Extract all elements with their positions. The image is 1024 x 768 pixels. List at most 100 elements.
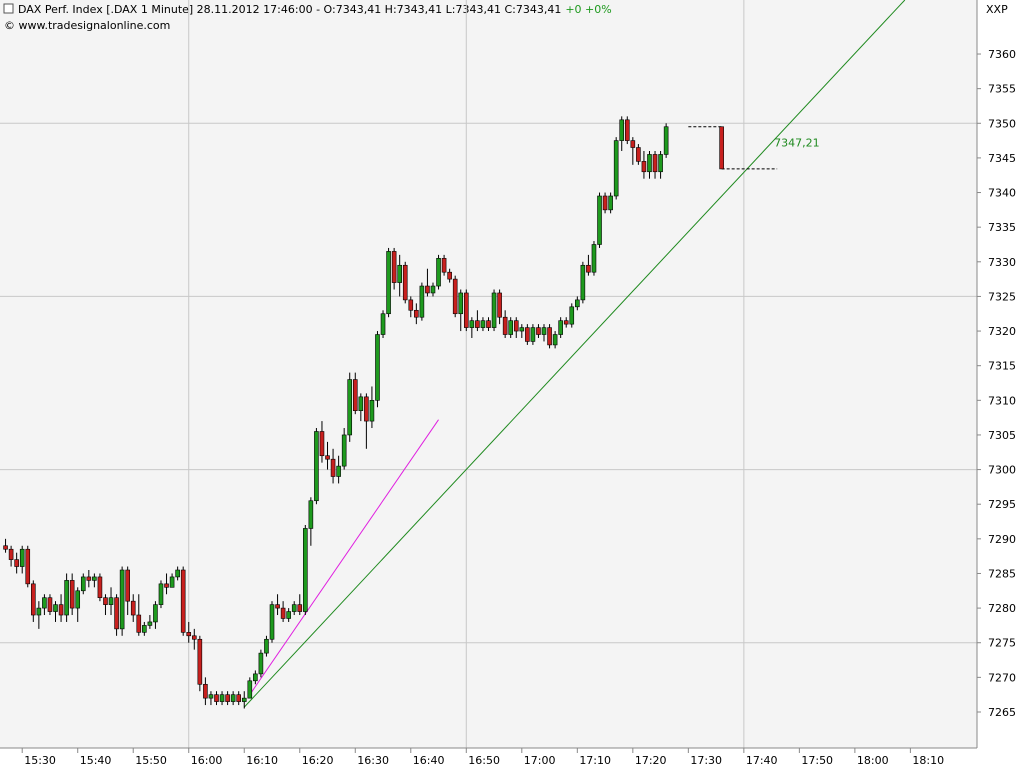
candle-body — [236, 694, 241, 702]
candle-body — [280, 607, 286, 619]
candle-body — [230, 694, 236, 702]
candle-body — [647, 154, 652, 173]
x-tick-label: 16:40 — [413, 754, 445, 767]
x-tick-label: 18:10 — [912, 754, 944, 767]
candle-body — [658, 154, 663, 173]
candle-body — [92, 576, 97, 581]
candle-body — [447, 271, 452, 280]
candle-body — [463, 292, 469, 328]
candle-body — [53, 604, 58, 612]
candle-body — [641, 161, 647, 173]
candle-body — [19, 548, 25, 567]
candle-body — [552, 334, 558, 346]
candle-body — [480, 320, 486, 328]
candle-body — [330, 458, 336, 477]
candle-body — [597, 195, 602, 245]
candle-body — [508, 320, 514, 335]
candle-body — [191, 635, 197, 640]
candle-body — [369, 400, 375, 422]
candle-body — [563, 320, 569, 325]
x-tick-label: 17:30 — [690, 754, 722, 767]
candle-body — [530, 327, 536, 342]
y-tick-label: 7335 — [988, 221, 1016, 234]
candle-body — [253, 673, 258, 682]
candle-body — [125, 569, 130, 602]
y-tick-label: 7300 — [988, 464, 1016, 477]
candle-body — [541, 327, 547, 335]
candle-body — [47, 597, 53, 612]
candle-body — [652, 154, 658, 173]
candle-body — [186, 632, 192, 637]
x-tick-label: 16:30 — [357, 754, 389, 767]
plot-area — [0, 0, 977, 748]
x-tick-label: 15:50 — [135, 754, 167, 767]
candle-body — [425, 285, 430, 294]
x-tick-label: 17:50 — [801, 754, 833, 767]
x-tick-label: 17:40 — [746, 754, 778, 767]
candle-body — [436, 258, 441, 287]
candle-body — [325, 455, 330, 460]
x-tick-label: 17:10 — [579, 754, 611, 767]
candle-body — [58, 604, 64, 616]
candle-body — [158, 583, 164, 605]
candle-body — [352, 379, 358, 412]
candle-body — [319, 431, 325, 457]
candle-body — [297, 604, 303, 612]
candle-body — [636, 147, 641, 162]
candle-body — [108, 597, 114, 605]
candle-body — [558, 320, 563, 335]
y-tick-label: 7270 — [988, 671, 1016, 684]
trendline — [243, 0, 906, 708]
x-tick-label: 17:20 — [635, 754, 667, 767]
candle-body — [286, 611, 291, 619]
y-tick-label: 7310 — [988, 394, 1016, 407]
candle-body — [391, 251, 397, 283]
candle-body — [663, 126, 669, 155]
y-tick-label: 7315 — [988, 360, 1016, 373]
y-tick-label: 7275 — [988, 637, 1016, 650]
candle-body — [525, 327, 530, 342]
candle-body — [575, 299, 580, 308]
window-icon — [3, 3, 14, 14]
candle-body — [619, 119, 625, 141]
candle-body — [119, 569, 125, 630]
candle-body — [358, 396, 364, 412]
x-tick-label: 16:10 — [246, 754, 278, 767]
y-tick-label: 7325 — [988, 290, 1016, 303]
candle-body — [142, 625, 147, 633]
candle-body — [303, 528, 308, 612]
x-tick-label: 16:50 — [468, 754, 500, 767]
candle-body — [719, 126, 724, 170]
candle-body — [69, 580, 75, 609]
candle-body — [630, 140, 636, 148]
candle-body — [214, 694, 219, 702]
candle-body — [491, 292, 497, 328]
y-tick-label: 7305 — [988, 429, 1016, 442]
annotation: 7347,21 — [774, 137, 820, 150]
candle-body — [225, 694, 230, 702]
subtitle: © www.tradesignalonline.com — [4, 19, 170, 32]
x-tick-label: 18:00 — [857, 754, 889, 767]
candle-body — [341, 434, 347, 467]
candle-body — [203, 683, 208, 699]
y-tick-label: 7280 — [988, 602, 1016, 615]
candle-body — [219, 694, 225, 702]
y-tick-label: 7345 — [988, 152, 1016, 165]
candle-body — [364, 396, 369, 422]
candle-body — [136, 614, 142, 633]
y-tick-label: 7330 — [988, 256, 1016, 269]
y-tick-label: 7360 — [988, 48, 1016, 61]
candle-body — [175, 569, 180, 578]
candle-body — [275, 604, 280, 609]
candle-body — [336, 465, 341, 477]
candle-body — [36, 607, 42, 616]
candle-body — [414, 309, 419, 318]
candle-body — [624, 119, 630, 141]
chart-title: DAX Perf. Index [.DAX 1 Minute] 28.11.20… — [18, 3, 612, 16]
candle-body — [64, 580, 69, 616]
candle-body — [291, 604, 297, 612]
change: +0 +0% — [565, 3, 611, 16]
candle-body — [103, 597, 108, 605]
candle-body — [264, 638, 269, 654]
